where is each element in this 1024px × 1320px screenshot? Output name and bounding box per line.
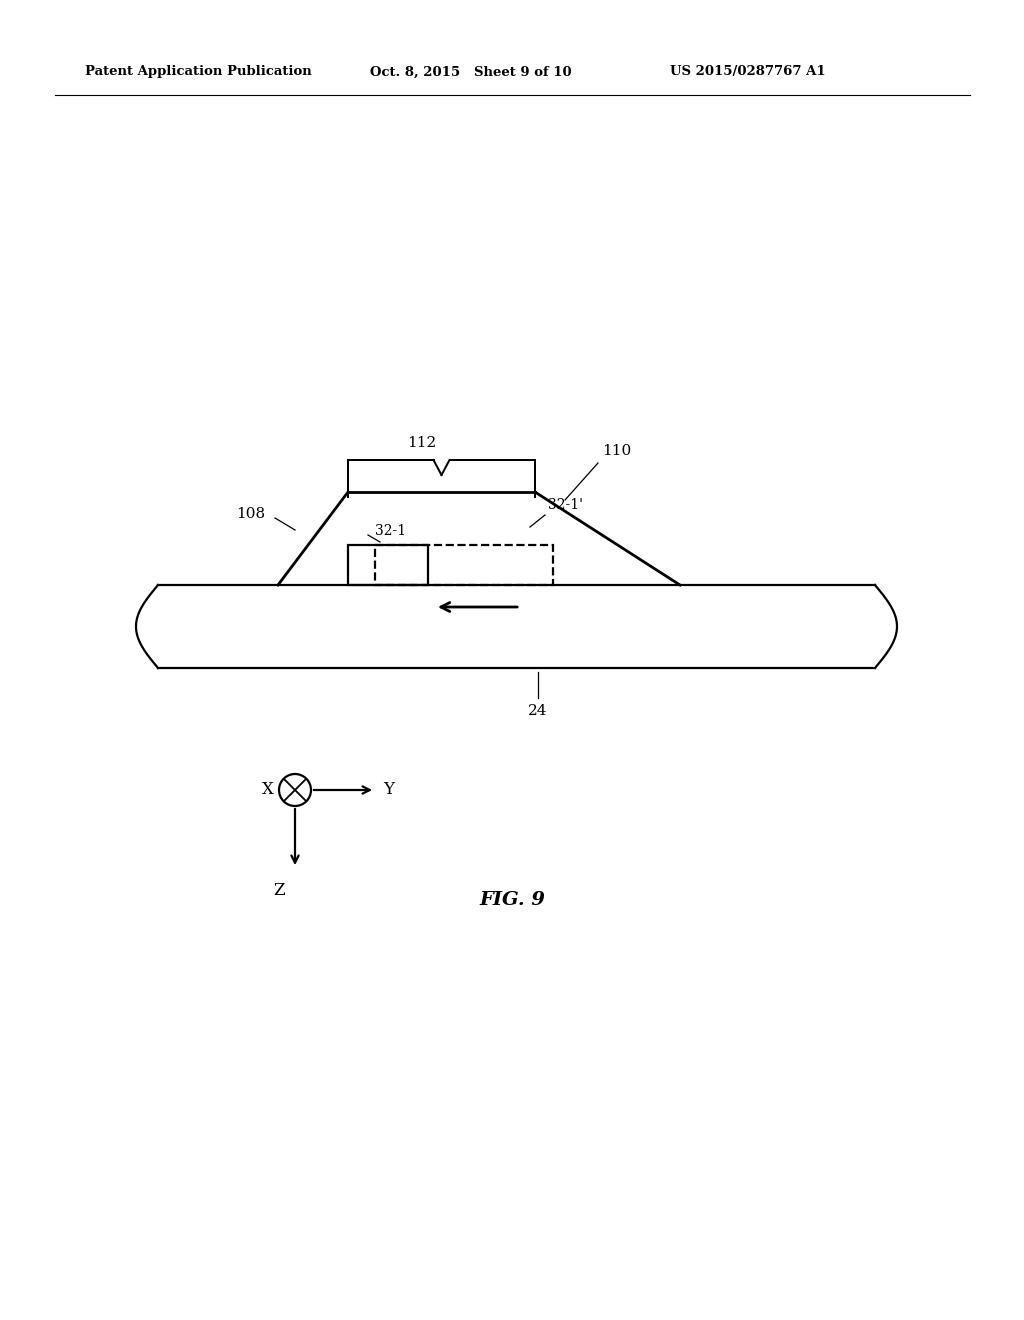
Text: 108: 108	[236, 507, 265, 521]
Text: 24: 24	[528, 704, 548, 718]
Text: 32-1: 32-1	[375, 524, 407, 539]
Bar	[348, 545, 428, 585]
Text: 110: 110	[602, 444, 631, 458]
Text: Y: Y	[383, 781, 394, 799]
Text: FIG. 9: FIG. 9	[479, 891, 545, 909]
Text: 32-1': 32-1'	[548, 498, 583, 512]
Text: US 2015/0287767 A1: US 2015/0287767 A1	[670, 66, 825, 78]
Text: 112: 112	[407, 436, 436, 450]
Bar	[375, 545, 553, 585]
Text: X: X	[262, 781, 274, 799]
Text: Z: Z	[273, 882, 285, 899]
Text: Patent Application Publication: Patent Application Publication	[85, 66, 311, 78]
Text: Oct. 8, 2015   Sheet 9 of 10: Oct. 8, 2015 Sheet 9 of 10	[370, 66, 571, 78]
